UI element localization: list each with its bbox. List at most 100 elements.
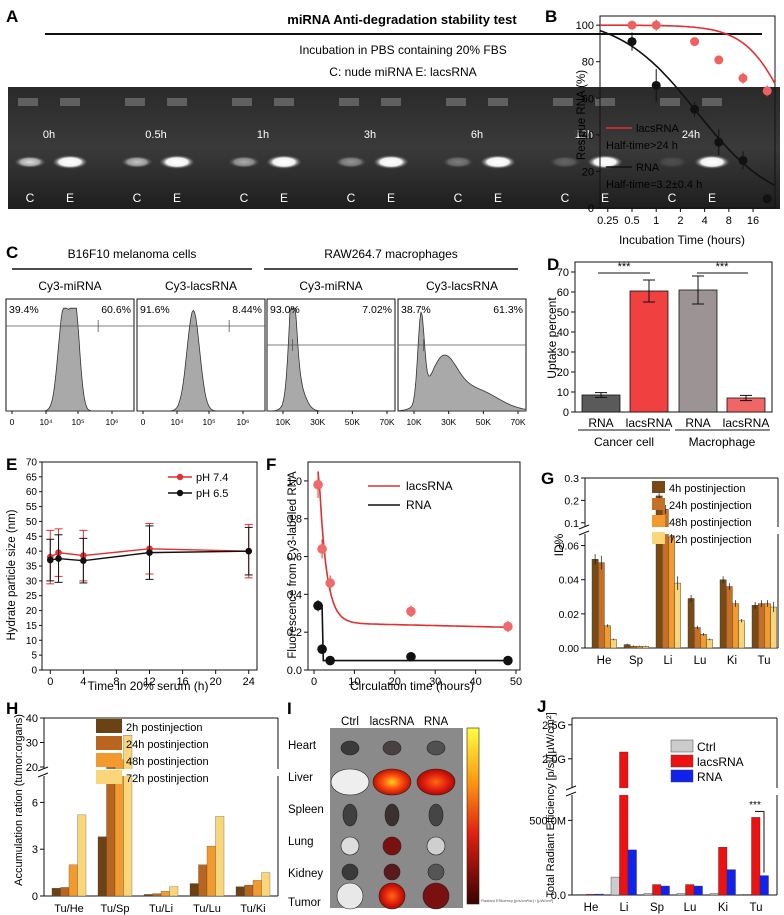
lane-letter: E bbox=[280, 191, 288, 205]
y-tick-label: 40 bbox=[26, 713, 38, 725]
category-label: RNA bbox=[685, 416, 710, 430]
data-point bbox=[738, 73, 748, 83]
signif-mark: *** bbox=[618, 261, 632, 273]
histogram-fill bbox=[397, 311, 527, 412]
category-label: Lu bbox=[694, 655, 707, 667]
data-point bbox=[651, 80, 661, 90]
x-tick-label: 16 bbox=[176, 676, 188, 688]
bar bbox=[652, 884, 662, 896]
bar bbox=[198, 864, 208, 897]
y-tick-label: 0.8 bbox=[287, 514, 302, 526]
x-axis-label: Incubation Time (hours) bbox=[619, 233, 745, 247]
y-tick-label: 0.4 bbox=[287, 589, 302, 601]
y-tick-label: 40 bbox=[26, 547, 38, 558]
bar bbox=[758, 603, 765, 649]
panel-letter: H bbox=[6, 699, 18, 718]
bar bbox=[577, 894, 587, 896]
x-tick-label: 16 bbox=[747, 215, 759, 227]
y-tick-label: 20 bbox=[557, 367, 569, 379]
legend-swatch bbox=[652, 498, 665, 510]
category-label: lacsRNA bbox=[723, 416, 770, 430]
bar bbox=[610, 876, 620, 896]
legend-label: 72h postinjection bbox=[126, 773, 209, 785]
category-label: lacsRNA bbox=[626, 416, 673, 430]
histogram-title: Cy3-lacsRNA bbox=[165, 279, 237, 293]
data-point bbox=[313, 600, 323, 611]
legend-label: RNA bbox=[636, 162, 660, 174]
organ-grid: Ctrl lacsRNA RNA Heart Liver Spleen Lung Kidney… bbox=[288, 716, 456, 910]
category-label: Tu bbox=[750, 902, 763, 914]
y-tick-label: 60 bbox=[582, 93, 594, 105]
legend-label: pH 7.4 bbox=[196, 472, 228, 484]
bar bbox=[718, 847, 728, 896]
y-tick-label: 15 bbox=[26, 621, 38, 632]
bar bbox=[169, 886, 179, 897]
x-tick-label: 10⁵ bbox=[72, 417, 85, 427]
data-point bbox=[503, 621, 513, 632]
bar bbox=[189, 883, 199, 897]
organ-liver bbox=[372, 768, 412, 796]
legend-swatch bbox=[96, 770, 122, 784]
legend-label: 24h postinjection bbox=[126, 739, 209, 751]
bar bbox=[598, 562, 605, 649]
y-axis-label: ID% bbox=[552, 533, 566, 556]
data-point bbox=[762, 86, 772, 96]
bar bbox=[678, 289, 718, 413]
x-tick-label: 1 bbox=[653, 215, 659, 227]
lane-label: 12h bbox=[575, 129, 593, 141]
bar bbox=[627, 849, 637, 896]
organ-lung bbox=[382, 836, 402, 856]
data-point bbox=[714, 55, 724, 65]
bar bbox=[215, 816, 225, 897]
plot-d: 0 10 20 30 40 50 60 70 RNA lacsRNA RNA lacsRNA *** **… bbox=[557, 261, 773, 449]
gel-well bbox=[274, 98, 294, 106]
column-label: Ctrl bbox=[341, 716, 359, 728]
bar bbox=[687, 598, 695, 649]
x-tick-label: 4 bbox=[702, 215, 708, 227]
category-label: Tu/Ki bbox=[240, 903, 265, 915]
y-tick-label: 20 bbox=[26, 606, 38, 617]
legend-swatch bbox=[96, 736, 122, 750]
legend-swatch bbox=[670, 739, 694, 753]
x-tick-label: 10⁶ bbox=[106, 417, 119, 427]
histogram-title: Cy3-miRNA bbox=[38, 279, 101, 293]
legend-label: 72h postinjection bbox=[669, 534, 752, 546]
lane-label: 3h bbox=[364, 129, 376, 141]
bar bbox=[586, 894, 596, 896]
x-tick-label: 10 bbox=[348, 676, 360, 688]
gel-well bbox=[488, 98, 508, 106]
x-tick-label: 0 bbox=[47, 676, 53, 688]
group-label: Macrophage bbox=[689, 435, 756, 449]
gate-percent: 61.3% bbox=[493, 304, 523, 316]
band-e bbox=[52, 155, 88, 169]
organ-tumor bbox=[378, 882, 406, 910]
break-mark bbox=[565, 785, 577, 791]
legend-swatch bbox=[96, 719, 122, 733]
bar bbox=[751, 817, 761, 896]
histogram-fill bbox=[6, 307, 134, 412]
x-tick-label: 10⁵ bbox=[203, 417, 216, 427]
band-e bbox=[373, 155, 409, 169]
x-tick-label: 4 bbox=[80, 676, 86, 688]
category-label: Sp bbox=[650, 902, 664, 914]
column-label: RNA bbox=[424, 716, 449, 728]
data-point bbox=[406, 606, 416, 617]
panel-j: J Total Radiant Efficiency [p/s]/[µW/cm²… bbox=[529, 697, 781, 914]
plot-frame bbox=[307, 461, 521, 671]
data-point bbox=[651, 20, 661, 30]
x-tick-label: 2 bbox=[677, 215, 683, 227]
gel-well bbox=[339, 98, 359, 106]
band-c bbox=[121, 156, 153, 168]
bar bbox=[610, 639, 617, 649]
legend-label: 24h postinjection bbox=[669, 500, 752, 512]
x-tick-label: 10K bbox=[406, 417, 421, 427]
x-tick-label: 24 bbox=[243, 676, 255, 688]
axis-break bbox=[40, 769, 282, 776]
x-tick-label: 0.5 bbox=[624, 215, 639, 227]
category-label: He bbox=[597, 655, 612, 667]
category-label: Tu bbox=[758, 655, 771, 667]
column-label: lacsRNA bbox=[370, 716, 415, 728]
y-tick-label: 0.04 bbox=[559, 575, 580, 587]
